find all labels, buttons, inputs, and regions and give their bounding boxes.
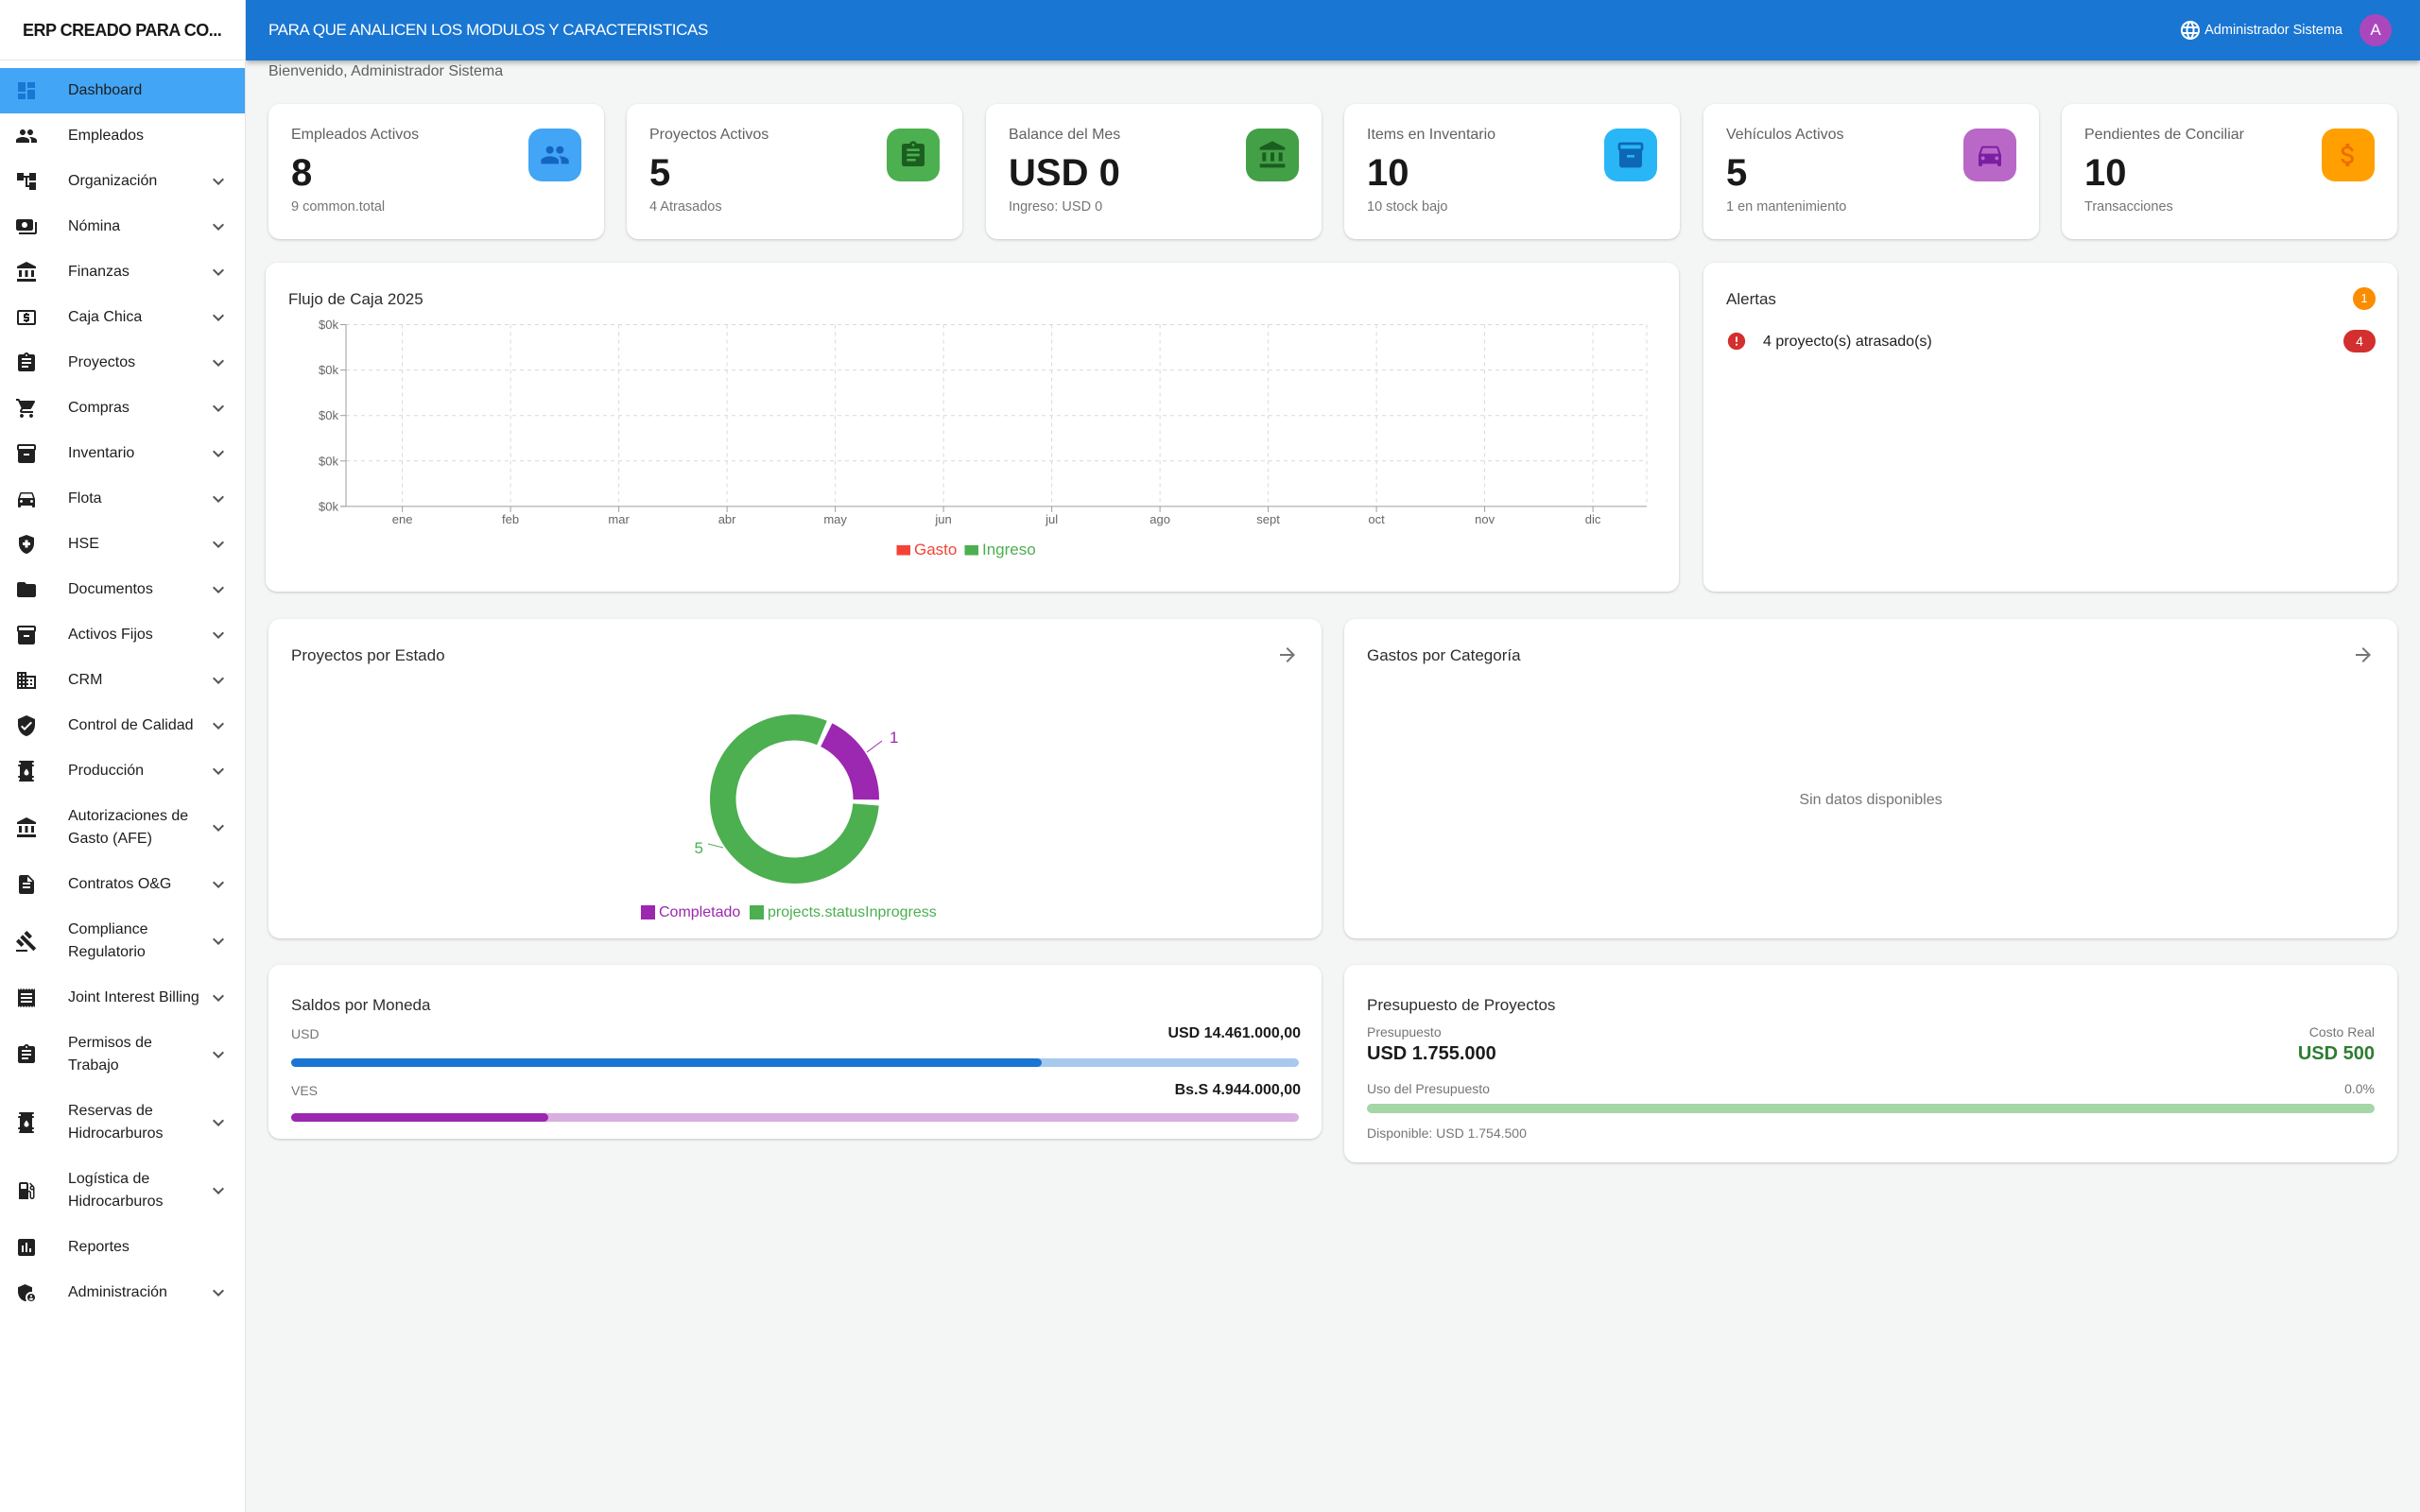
- svg-text:1: 1: [890, 729, 898, 747]
- svg-text:$0k: $0k: [319, 499, 338, 513]
- svg-text:$0k: $0k: [319, 318, 338, 332]
- svg-text:ene: ene: [392, 512, 413, 526]
- svg-text:$0k: $0k: [319, 363, 338, 377]
- svg-text:$0k: $0k: [319, 408, 338, 422]
- svg-text:Completado: Completado: [659, 904, 740, 920]
- svg-text:sept: sept: [1256, 512, 1280, 526]
- svg-text:jul: jul: [1045, 512, 1058, 526]
- svg-text:feb: feb: [502, 512, 519, 526]
- svg-text:abr: abr: [718, 512, 736, 526]
- svg-text:nov: nov: [1475, 512, 1495, 526]
- svg-text:ago: ago: [1150, 512, 1170, 526]
- svg-text:oct: oct: [1368, 512, 1385, 526]
- svg-text:jun: jun: [934, 512, 951, 526]
- svg-text:Ingreso: Ingreso: [982, 541, 1036, 558]
- svg-text:$0k: $0k: [319, 454, 338, 468]
- svg-text:5: 5: [695, 839, 703, 857]
- svg-text:may: may: [823, 512, 847, 526]
- svg-text:projects.statusInprogress: projects.statusInprogress: [768, 904, 937, 920]
- svg-text:mar: mar: [608, 512, 630, 526]
- svg-text:dic: dic: [1585, 512, 1601, 526]
- svg-text:Gasto: Gasto: [914, 541, 957, 558]
